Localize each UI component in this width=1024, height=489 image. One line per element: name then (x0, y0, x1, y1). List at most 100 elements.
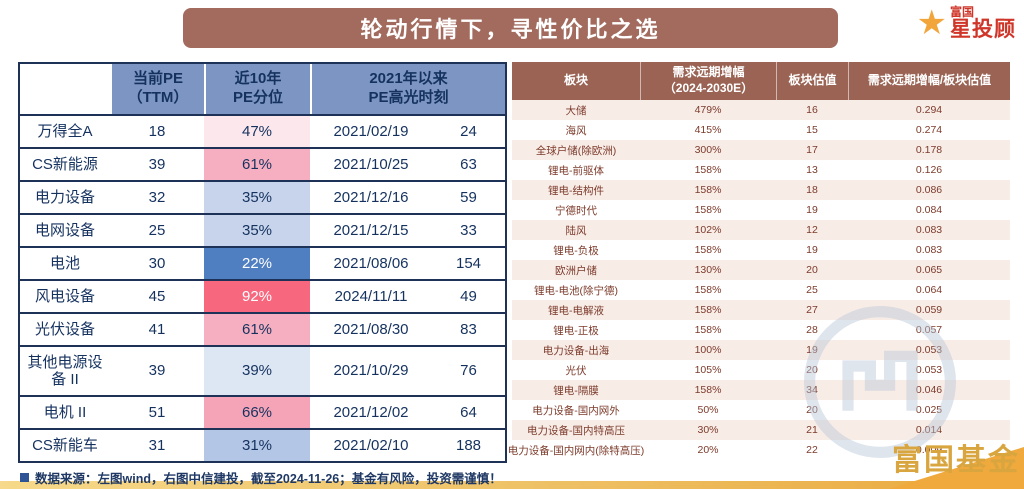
demand-growth-value: 100% (694, 344, 722, 356)
header-line: （2024-2030E） (663, 81, 754, 95)
header-line: PE分位 (232, 89, 283, 106)
pe-percentile-cell: 47% (204, 116, 310, 147)
demand-growth-value: 20% (697, 444, 719, 456)
sector-valuation-value: 15 (806, 124, 818, 136)
pe-percentile-cell: 92% (204, 281, 310, 312)
pe-row-label: 其他电源设备 II (27, 353, 103, 388)
corner-ribbon (889, 447, 1024, 489)
peak-pe-value: 64 (460, 403, 477, 421)
peak-date-value: 2024/11/11 (334, 287, 408, 305)
pe-percentile-cell: 66% (204, 397, 310, 428)
table-row: 光伏 105% 20 0.053 (512, 360, 1010, 380)
table-row: 大储 479% 16 0.294 (512, 100, 1010, 120)
growth-to-valuation-ratio: 0.059 (915, 304, 943, 316)
header-line: 2021年以来 (369, 70, 448, 88)
pe-row-label: 电机 II (43, 403, 87, 421)
brand-name-bottom: 星投顾 (950, 17, 1016, 41)
bottom-gold-bar (0, 481, 1024, 489)
sector-name: 锂电-正极 (553, 324, 599, 337)
demand-growth-value: 130% (694, 264, 722, 276)
current-pe-value: 31 (148, 436, 166, 454)
sector-name: 锂电-电池(除宁德) (534, 284, 618, 297)
table-row: 电力设备-出海 100% 19 0.053 (512, 340, 1010, 360)
table-row: 锂电-前驱体 158% 13 0.126 (512, 160, 1010, 180)
pe-percentile-cell: 35% (204, 182, 310, 213)
peak-pe-value: 76 (460, 362, 477, 380)
pe-table-corner-cell (20, 64, 110, 114)
current-pe-value: 25 (148, 221, 166, 239)
table-row: 锂电-隔膜 158% 34 0.046 (512, 380, 1010, 400)
brand-name-top: 富国 (950, 5, 975, 19)
peak-pe-value: 63 (460, 155, 477, 173)
sector-name: 光伏 (565, 364, 587, 377)
sector-name: 锂电-负极 (553, 244, 599, 257)
growth-to-valuation-ratio: 0.064 (915, 284, 943, 296)
demand-growth-value: 30% (697, 424, 719, 436)
current-pe-value: 45 (148, 287, 166, 305)
growth-to-valuation-ratio: 0.178 (915, 144, 943, 156)
table-row: 电机 II 51 66% 2021/12/02 64 (20, 395, 505, 428)
current-pe-value: 18 (148, 122, 166, 140)
table-row: 欧洲户储 130% 20 0.065 (512, 260, 1010, 280)
table-row: 锂电-正极 158% 28 0.057 (512, 320, 1010, 340)
table-row: 电网设备 25 35% 2021/12/15 33 (20, 213, 505, 246)
pe-table-col-current-pe: 当前PE （TTM） (110, 64, 204, 114)
table-row: CS新能车 31 31% 2021/02/10 188 (20, 428, 505, 461)
sector-valuation-value: 20 (806, 404, 818, 416)
peak-date-value: 2021/02/10 (333, 436, 409, 454)
sector-valuation-value: 16 (806, 104, 818, 116)
growth-to-valuation-ratio: 0.083 (915, 224, 943, 236)
peak-pe-value: 33 (460, 221, 477, 239)
header-line: 需求远期增幅/板块估值 (867, 73, 992, 88)
sector-table-col-valuation: 板块估值 (776, 62, 848, 100)
sector-name: 锂电-结构件 (548, 184, 604, 197)
demand-growth-value: 158% (694, 384, 722, 396)
sector-valuation-value: 21 (806, 424, 818, 436)
sector-valuation-value: 12 (806, 224, 818, 236)
growth-to-valuation-ratio: 0.014 (915, 424, 943, 436)
sector-valuation-value: 19 (806, 204, 818, 216)
growth-to-valuation-ratio: 0.086 (915, 184, 943, 196)
demand-growth-value: 158% (694, 284, 722, 296)
peak-pe-value: 83 (460, 320, 477, 338)
sector-valuation-value: 27 (806, 304, 818, 316)
pe-table-header-row: 当前PE （TTM） 近10年 PE分位 2021年以来 PE高光时刻 (20, 64, 505, 114)
sector-table-col-growth: 需求远期增幅 （2024-2030E） (640, 62, 776, 100)
table-row: 宁德时代 158% 19 0.084 (512, 200, 1010, 220)
header-line: 需求远期增幅 (672, 65, 745, 80)
sector-name: 欧洲户储 (555, 264, 597, 277)
peak-date-value: 2021/12/16 (333, 188, 409, 206)
demand-growth-value: 300% (694, 144, 722, 156)
sector-table-col-sector: 板块 (512, 62, 640, 100)
sector-table-col-ratio: 需求远期增幅/板块估值 (848, 62, 1010, 100)
table-row: 光伏设备 41 61% 2021/08/30 83 (20, 312, 505, 345)
table-row: 其他电源设备 II 39 39% 2021/10/29 76 (20, 345, 505, 395)
sector-valuation-value: 13 (806, 164, 818, 176)
growth-to-valuation-ratio: 0.294 (915, 104, 943, 116)
table-row: 电力设备-国内特高压 30% 21 0.014 (512, 420, 1010, 440)
sector-name: 海风 (565, 124, 587, 137)
growth-to-valuation-ratio: 0.025 (915, 404, 943, 416)
sector-name: 锂电-电解液 (548, 304, 604, 317)
growth-to-valuation-ratio: 0.053 (915, 364, 943, 376)
pe-row-label: 电力设备 (34, 188, 95, 206)
footnote: 数据来源：左图wind，右图中信建投，截至2024-11-26；基金有风险，投资… (20, 468, 502, 487)
demand-growth-value: 158% (694, 164, 722, 176)
pe-table-col-peak: 2021年以来 PE高光时刻 (310, 64, 505, 114)
sector-name: 电力设备-国内网内(除特高压) (507, 444, 645, 457)
growth-to-valuation-ratio: 0.053 (915, 344, 943, 356)
peak-date-value: 2021/08/30 (333, 320, 409, 338)
demand-growth-value: 415% (694, 124, 722, 136)
peak-date-value: 2021/10/25 (333, 155, 409, 173)
table-row: 电力设备-国内网外 50% 20 0.025 (512, 400, 1010, 420)
peak-pe-value: 154 (455, 254, 482, 272)
table-row: 电力设备 32 35% 2021/12/16 59 (20, 180, 505, 213)
peak-pe-value: 188 (455, 436, 482, 454)
star-icon: ★ (916, 4, 947, 43)
sector-table-body: 大储 479% 16 0.294 海风 415% 15 0.274 全球户储(除欧洲) 300% 1… (507, 100, 1010, 460)
footnote-text: 数据来源：左图wind，右图中信建投，截至2024-11-26；基金有风险，投资… (35, 472, 502, 486)
pe-percentile-cell: 39% (204, 347, 310, 395)
sector-name: 电力设备-国内网外 (532, 404, 620, 417)
page-title: 轮动行情下，寻性价比之选 (360, 17, 661, 42)
sector-valuation-value: 19 (806, 244, 818, 256)
